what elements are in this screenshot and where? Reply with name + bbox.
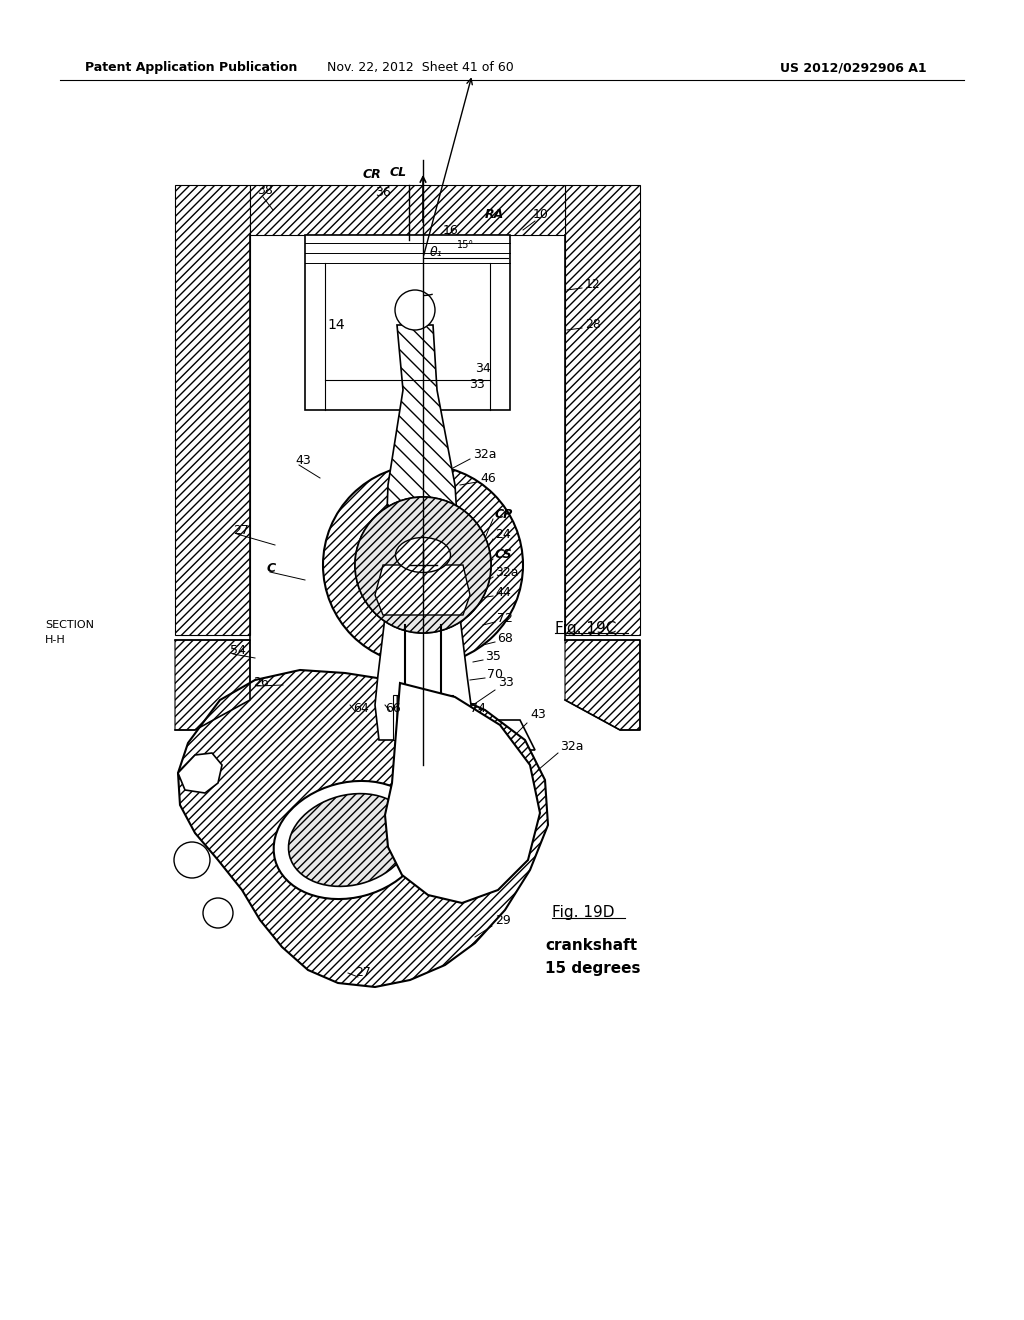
Text: 68: 68 [497,631,513,644]
Text: 38: 38 [257,183,272,197]
Text: CP: CP [495,508,513,521]
Polygon shape [385,325,460,565]
Text: 54: 54 [230,644,246,656]
Circle shape [203,898,233,928]
Text: CR: CR [362,169,382,181]
Text: CL: CL [390,165,408,178]
Polygon shape [385,682,540,903]
Text: 43: 43 [530,709,546,722]
Text: CS: CS [495,549,513,561]
Text: crankshaft: crankshaft [545,937,637,953]
Polygon shape [178,752,222,793]
Text: 32a: 32a [560,741,584,754]
Text: Nov. 22, 2012  Sheet 41 of 60: Nov. 22, 2012 Sheet 41 of 60 [327,62,513,74]
Text: Patent Application Publication: Patent Application Publication [85,62,297,74]
Bar [175,185,250,635]
Text: RA: RA [485,209,504,222]
Text: 27: 27 [233,524,249,536]
Text: 10: 10 [534,209,549,222]
Text: 28: 28 [585,318,601,331]
Text: 33: 33 [469,379,484,392]
Text: 36: 36 [375,186,391,199]
Polygon shape [175,640,250,730]
Text: 64: 64 [353,701,369,714]
Bar [305,235,510,411]
Text: 12: 12 [585,279,601,292]
Text: 16: 16 [443,223,459,236]
Text: 15°: 15° [457,240,474,249]
Text: Fig. 19C: Fig. 19C [555,620,616,635]
Circle shape [174,842,210,878]
Circle shape [323,465,523,665]
Text: 43: 43 [295,454,310,466]
Text: Fig. 19D: Fig. 19D [552,906,614,920]
Text: 46: 46 [480,471,496,484]
Text: 34: 34 [475,362,490,375]
Polygon shape [175,640,250,730]
Circle shape [355,498,490,634]
Text: US 2012/0292906 A1: US 2012/0292906 A1 [780,62,927,74]
Text: 74: 74 [470,701,485,714]
Text: 27: 27 [355,966,371,979]
Ellipse shape [289,793,412,886]
Text: 44: 44 [495,586,511,598]
Text: SECTION: SECTION [45,620,94,630]
Bar [393,696,453,741]
Text: 14: 14 [327,318,345,333]
Circle shape [355,498,490,634]
Polygon shape [565,640,640,730]
Polygon shape [310,719,535,750]
Bar [250,185,565,235]
Text: C: C [267,561,276,574]
Polygon shape [375,616,471,741]
Text: 66: 66 [385,701,400,714]
Bar [565,185,640,635]
Ellipse shape [273,781,426,899]
Text: 33: 33 [498,676,514,689]
Text: 72: 72 [497,611,513,624]
Text: 70: 70 [487,668,503,681]
Text: H-H: H-H [45,635,66,645]
Text: 35: 35 [485,651,501,664]
Ellipse shape [395,537,451,573]
Text: 29: 29 [495,913,511,927]
Circle shape [395,290,435,330]
Text: θ₁: θ₁ [430,247,442,260]
Text: 32a: 32a [473,449,497,462]
Text: 32a: 32a [495,566,518,579]
Text: 24: 24 [495,528,511,541]
Text: 15 degrees: 15 degrees [545,961,640,975]
Polygon shape [565,640,640,730]
Polygon shape [178,671,548,987]
Text: 26: 26 [253,676,268,689]
Polygon shape [375,565,470,615]
